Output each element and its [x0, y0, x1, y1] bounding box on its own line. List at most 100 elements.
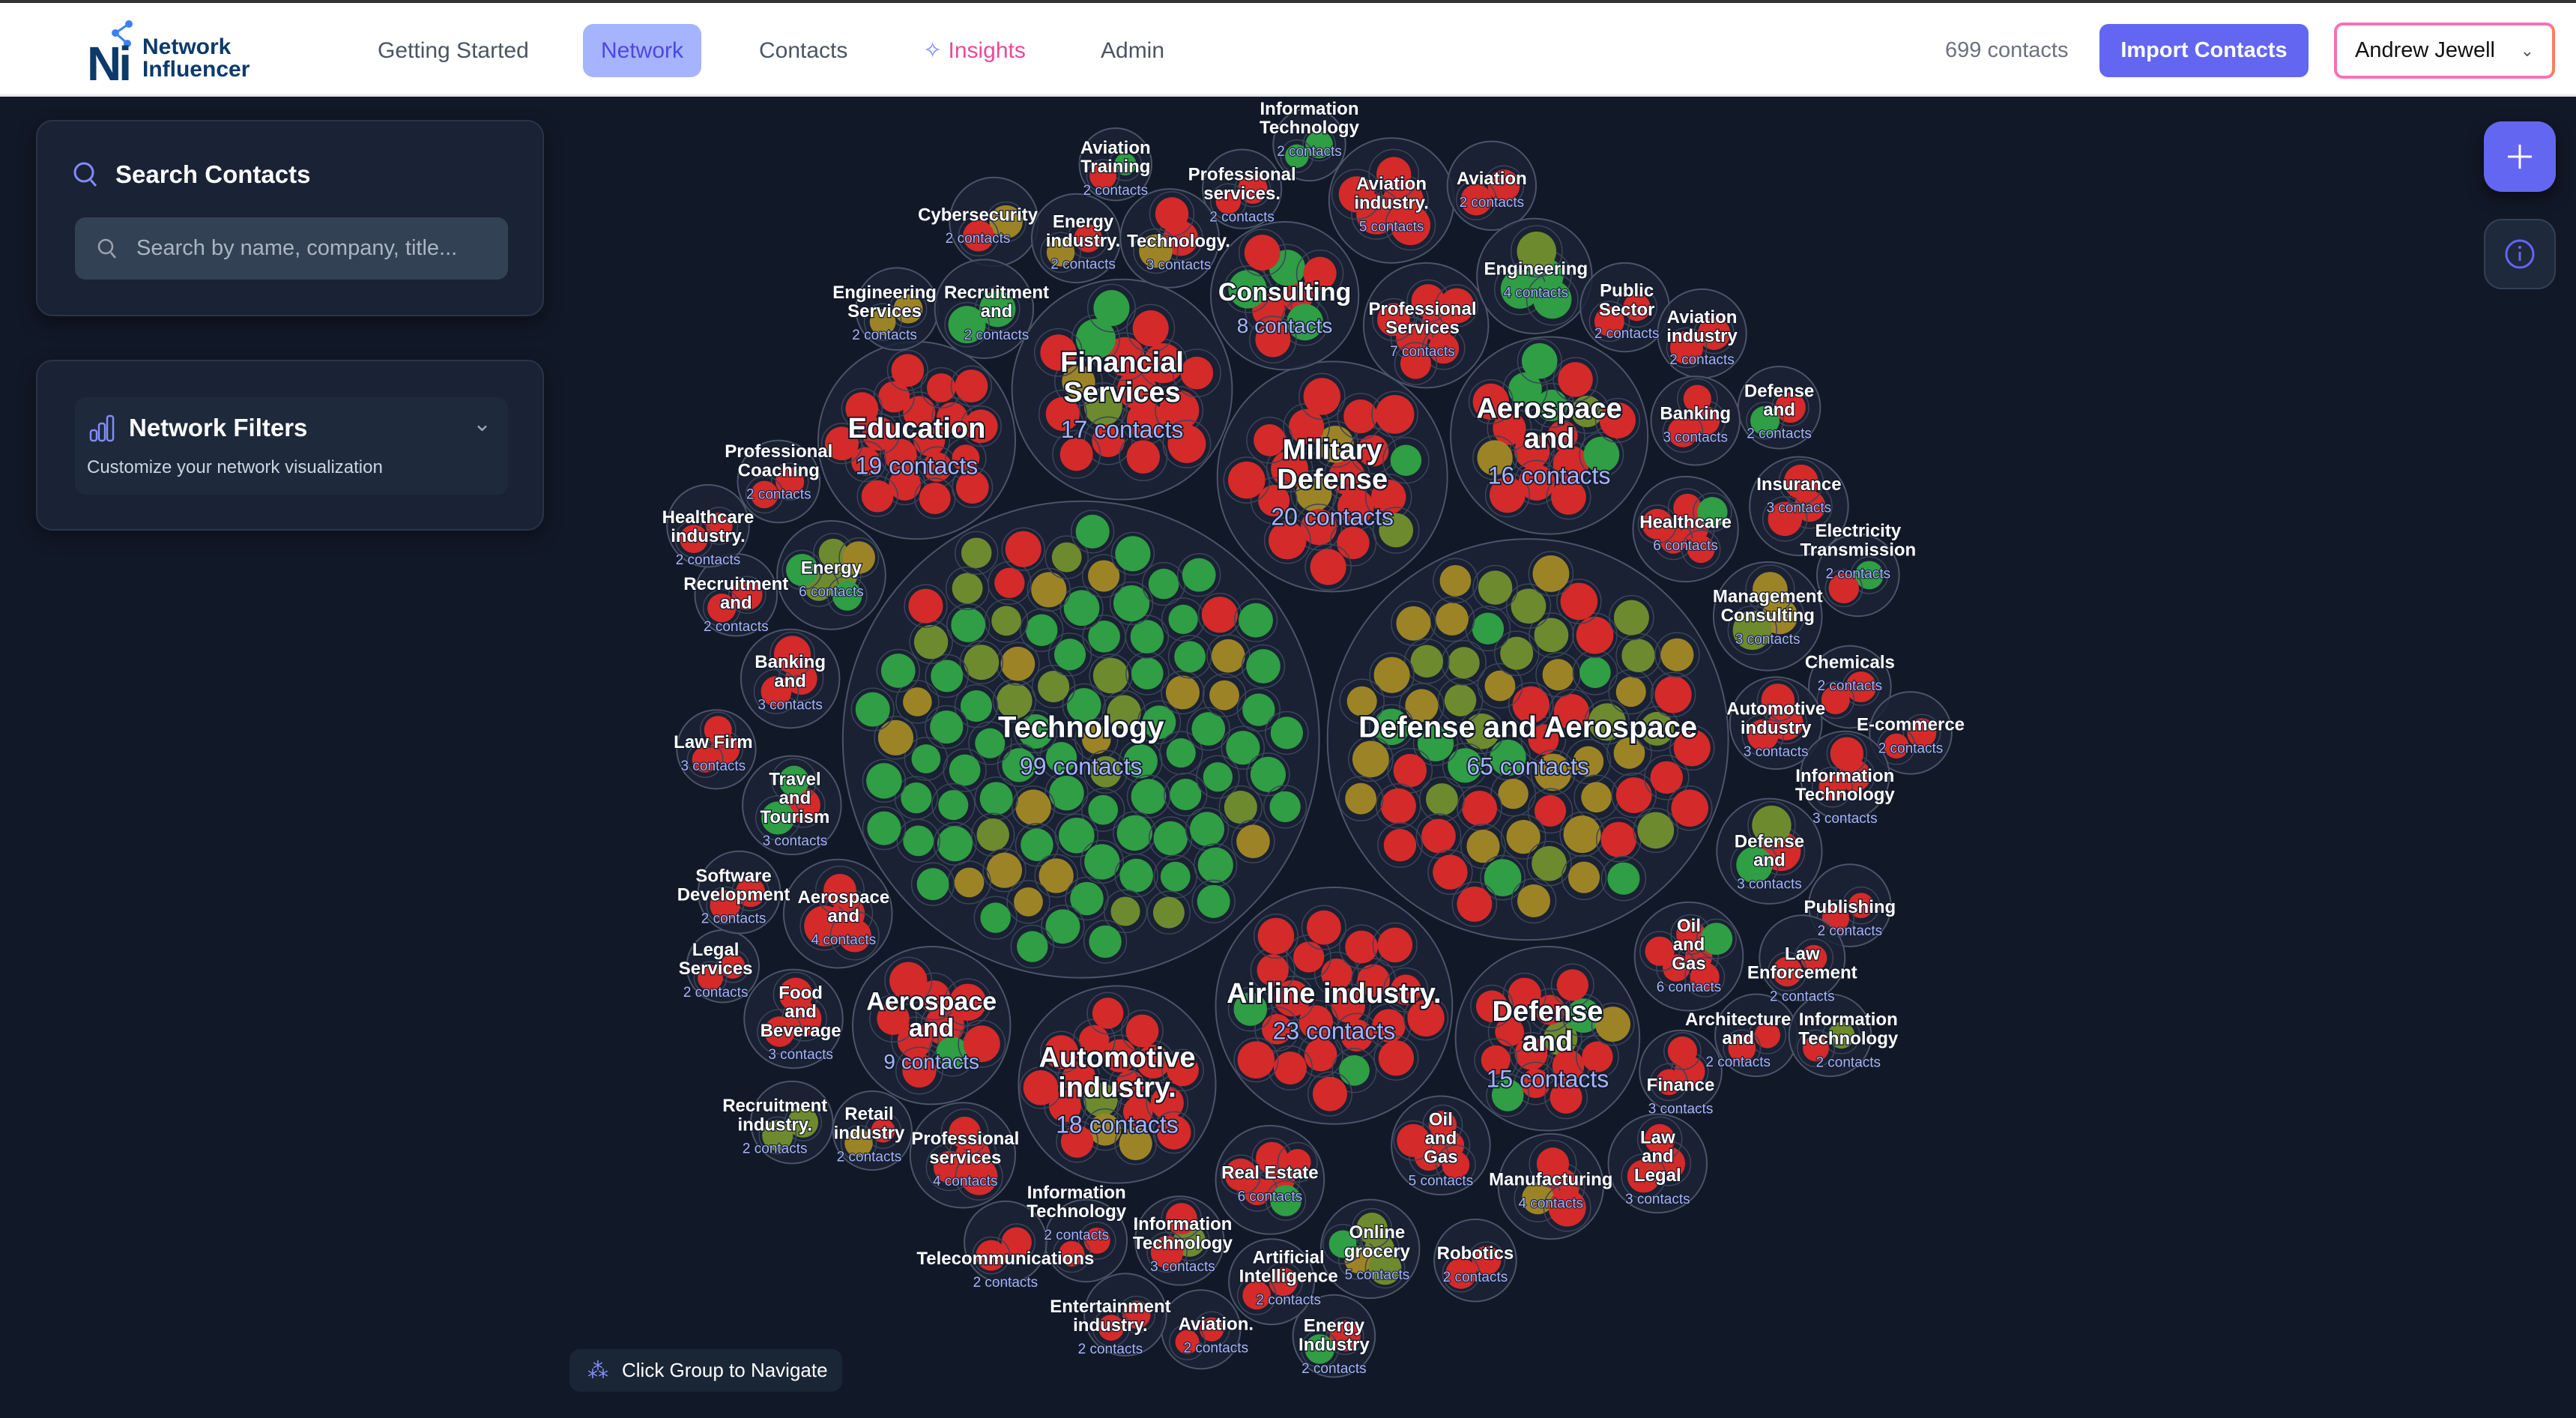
- contact-node[interactable]: [913, 625, 949, 660]
- contact-node[interactable]: [1750, 405, 1780, 435]
- contact-node[interactable]: [1237, 1041, 1275, 1079]
- contact-node[interactable]: [1490, 739, 1526, 776]
- group-bubble[interactable]: [1134, 1195, 1225, 1286]
- contact-node[interactable]: [1436, 603, 1469, 636]
- contact-node[interactable]: [1352, 740, 1389, 778]
- contact-node[interactable]: [1407, 999, 1445, 1037]
- group-bubble[interactable]: [742, 755, 842, 856]
- group-bubble[interactable]: [1078, 127, 1153, 202]
- contact-node[interactable]: [1031, 572, 1067, 608]
- group-bubble[interactable]: [782, 858, 893, 969]
- contact-node[interactable]: [897, 1023, 933, 1058]
- contact-node[interactable]: [1535, 995, 1565, 1025]
- contact-node[interactable]: [1563, 815, 1601, 854]
- contact-node[interactable]: [1293, 941, 1325, 973]
- contact-node[interactable]: [991, 606, 1021, 636]
- contact-node[interactable]: [1051, 542, 1082, 573]
- contact-node[interactable]: [1445, 1258, 1477, 1289]
- contact-node[interactable]: [1083, 1227, 1110, 1254]
- contact-node[interactable]: [1556, 969, 1588, 1001]
- contact-node[interactable]: [1084, 844, 1120, 880]
- contact-node[interactable]: [761, 801, 795, 835]
- contact-node[interactable]: [976, 1240, 1007, 1271]
- group-label-block[interactable]: Real Estate 6 contacts: [1221, 1162, 1319, 1205]
- contact-node[interactable]: [1227, 461, 1266, 499]
- contact-node[interactable]: [1063, 590, 1100, 627]
- contact-node[interactable]: [960, 690, 993, 722]
- group-label-block[interactable]: E-commerce 2 contacts: [1856, 713, 1965, 757]
- contact-node[interactable]: [778, 765, 809, 797]
- group-bubble[interactable]: [1362, 262, 1490, 389]
- contact-node[interactable]: [1560, 582, 1598, 621]
- contact-node[interactable]: [1615, 777, 1652, 813]
- contact-node[interactable]: [1119, 858, 1153, 893]
- contact-node[interactable]: [1113, 585, 1150, 622]
- contact-node[interactable]: [1669, 331, 1704, 365]
- contact-node[interactable]: [979, 782, 1013, 815]
- group-bubble[interactable]: [1712, 561, 1823, 672]
- contact-node[interactable]: [1203, 762, 1233, 792]
- group-bubble[interactable]: [666, 483, 750, 568]
- contact-node[interactable]: [1676, 920, 1706, 950]
- contact-node[interactable]: [1475, 990, 1508, 1022]
- contact-node[interactable]: [1377, 927, 1413, 963]
- contact-node[interactable]: [1528, 724, 1559, 755]
- contact-node[interactable]: [1551, 479, 1586, 515]
- contact-node[interactable]: [954, 867, 985, 898]
- contact-node[interactable]: [1059, 438, 1093, 471]
- group-label-block[interactable]: Aviation 2 contacts: [1456, 168, 1528, 211]
- contact-node[interactable]: [1830, 737, 1864, 770]
- group-bubble[interactable]: [1228, 1238, 1316, 1326]
- contact-node[interactable]: [1518, 464, 1555, 501]
- contact-node[interactable]: [1310, 549, 1346, 585]
- group-bubble[interactable]: [776, 520, 886, 630]
- contact-node[interactable]: [1122, 1300, 1151, 1329]
- contact-node[interactable]: [1522, 1182, 1554, 1215]
- contact-node[interactable]: [1547, 420, 1578, 451]
- group-bubble[interactable]: [1391, 1095, 1491, 1196]
- contact-node[interactable]: [877, 719, 913, 755]
- contact-node[interactable]: [1656, 1069, 1682, 1096]
- group-bubble[interactable]: [1633, 901, 1744, 1012]
- contact-node[interactable]: [1142, 705, 1176, 740]
- contact-node[interactable]: [1255, 322, 1291, 357]
- contact-node[interactable]: [1511, 588, 1546, 624]
- contact-node[interactable]: [1642, 508, 1673, 540]
- contact-node[interactable]: [1761, 684, 1795, 717]
- contact-node[interactable]: [1005, 531, 1041, 567]
- contact-node[interactable]: [1167, 1054, 1199, 1087]
- contact-node[interactable]: [938, 790, 969, 821]
- contact-node[interactable]: [1373, 708, 1410, 746]
- contact-node[interactable]: [692, 746, 719, 773]
- contact-node[interactable]: [1269, 521, 1307, 560]
- contact-node[interactable]: [1110, 896, 1140, 926]
- contact-node[interactable]: [1521, 343, 1558, 379]
- contact-node[interactable]: [680, 525, 708, 553]
- contact-node[interactable]: [1139, 234, 1173, 268]
- add-contact-button[interactable]: [2484, 121, 2556, 192]
- contact-node[interactable]: [1059, 1240, 1085, 1267]
- contact-node[interactable]: [1285, 144, 1309, 168]
- contact-node[interactable]: [1484, 859, 1522, 896]
- contact-node[interactable]: [1607, 862, 1640, 895]
- contact-node[interactable]: [1224, 791, 1257, 824]
- contact-node[interactable]: [1650, 761, 1684, 794]
- contact-node[interactable]: [1346, 686, 1377, 716]
- contact-node[interactable]: [1433, 854, 1468, 890]
- contact-node[interactable]: [750, 480, 778, 509]
- contact-node[interactable]: [1390, 444, 1422, 476]
- contact-node[interactable]: [1125, 1014, 1159, 1048]
- contact-node[interactable]: [925, 1005, 964, 1046]
- contact-node[interactable]: [1645, 936, 1675, 966]
- contact-node[interactable]: [1512, 686, 1549, 723]
